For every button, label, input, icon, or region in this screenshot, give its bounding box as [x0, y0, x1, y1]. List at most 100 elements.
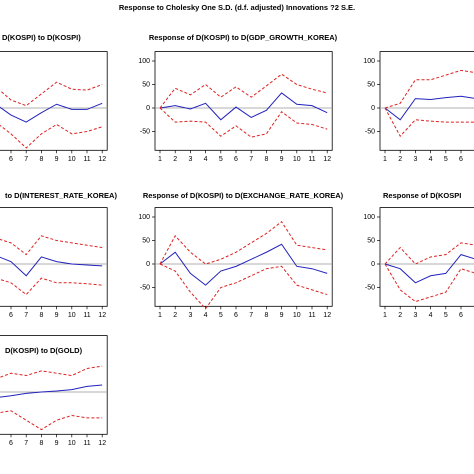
x-tick-label: 8 — [39, 440, 43, 447]
se-band-line — [384, 107, 474, 138]
x-tick-label: 5 — [444, 312, 448, 319]
y-tick-label: 50 — [367, 81, 375, 88]
x-tick-label: 6 — [9, 312, 13, 319]
y-tick-label: 0 — [371, 261, 375, 268]
panel-title: D(KOSPI) to D(KOSPI) — [2, 33, 81, 42]
response-line — [159, 243, 328, 286]
x-tick-label: 7 — [24, 156, 28, 163]
se-band-line — [159, 263, 328, 310]
response-line — [159, 92, 328, 121]
x-tick-label: 6 — [9, 440, 13, 447]
x-tick-label: 5 — [219, 312, 223, 319]
se-band-line — [384, 242, 474, 265]
x-tick-label: 12 — [98, 156, 106, 163]
x-tick-label: 10 — [68, 312, 76, 319]
plot-frame — [154, 51, 333, 151]
x-tick-label: 12 — [98, 312, 106, 319]
y-tick-label: 100 — [363, 58, 375, 65]
x-tick-label: 6 — [234, 156, 238, 163]
panel-title: Response of D(KOSPI — [383, 191, 461, 200]
x-tick-label: 3 — [188, 312, 192, 319]
x-tick-label: 8 — [264, 312, 268, 319]
panel-title: to D(INTEREST_RATE_KOREA) — [5, 191, 117, 200]
se-band-line — [384, 69, 474, 109]
se-band-line — [159, 73, 328, 109]
x-tick-label: 11 — [308, 312, 315, 319]
x-tick-label: 6 — [9, 156, 13, 163]
panel-title: Response of D(KOSPI) to D(GDP_GROWTH_KOR… — [149, 33, 338, 42]
y-tick-label: 50 — [142, 237, 150, 244]
x-tick-label: 3 — [413, 156, 417, 163]
plot-frame — [379, 51, 474, 151]
main-title: Response to Cholesky One S.D. (d.f. adju… — [119, 3, 355, 12]
x-tick-label: 4 — [204, 156, 208, 163]
y-tick-label: -50 — [140, 284, 150, 291]
x-tick-label: 12 — [323, 156, 331, 163]
x-tick-label: 8 — [39, 312, 43, 319]
x-tick-label: 7 — [249, 156, 253, 163]
y-tick-label: 100 — [138, 58, 150, 65]
x-tick-label: 11 — [83, 440, 90, 447]
se-band-line — [0, 81, 103, 107]
x-tick-label: 1 — [158, 156, 162, 163]
x-tick-label: 10 — [293, 312, 301, 319]
x-tick-label: 1 — [383, 156, 387, 163]
x-tick-label: 4 — [429, 156, 433, 163]
x-tick-label: 6 — [234, 312, 238, 319]
y-tick-label: 100 — [363, 214, 375, 221]
y-tick-label: 0 — [371, 105, 375, 112]
y-tick-label: -50 — [365, 128, 375, 135]
x-tick-label: 2 — [398, 312, 402, 319]
y-tick-label: 50 — [142, 81, 150, 88]
y-tick-label: 50 — [367, 237, 375, 244]
x-tick-label: 4 — [204, 312, 208, 319]
plot-frame — [0, 207, 108, 307]
y-tick-label: 100 — [138, 214, 150, 221]
x-tick-label: 12 — [323, 312, 331, 319]
y-tick-label: 0 — [146, 261, 150, 268]
response-line — [0, 102, 103, 123]
x-tick-label: 1 — [158, 312, 162, 319]
x-tick-label: 10 — [68, 156, 76, 163]
x-tick-label: 7 — [24, 440, 28, 447]
x-tick-label: 3 — [188, 156, 192, 163]
x-tick-label: 6 — [459, 156, 463, 163]
x-tick-label: 9 — [55, 156, 59, 163]
x-tick-label: 2 — [173, 156, 177, 163]
se-band-line — [159, 220, 328, 265]
x-tick-label: 2 — [173, 312, 177, 319]
response-line — [384, 95, 474, 121]
plot-frame — [379, 207, 474, 307]
x-tick-label: 6 — [459, 312, 463, 319]
x-tick-label: 9 — [280, 156, 284, 163]
panel-title: D(KOSPI) to D(GOLD) — [5, 346, 83, 355]
se-band-line — [0, 235, 103, 256]
x-tick-label: 10 — [68, 440, 76, 447]
x-tick-label: 12 — [98, 440, 106, 447]
se-band-line — [384, 263, 474, 303]
x-tick-label: 1 — [383, 312, 387, 319]
y-tick-label: -50 — [365, 284, 375, 291]
plot-frame — [0, 335, 108, 435]
x-tick-label: 4 — [429, 312, 433, 319]
x-tick-label: 8 — [39, 156, 43, 163]
panel-title: Response of D(KOSPI) to D(EXCHANGE_RATE_… — [143, 191, 344, 200]
x-tick-label: 11 — [83, 312, 90, 319]
x-tick-label: 10 — [293, 156, 301, 163]
plot-frame — [0, 51, 108, 151]
plot-frame — [154, 207, 333, 307]
x-tick-label: 3 — [413, 312, 417, 319]
se-band-line — [0, 410, 103, 431]
x-tick-label: 9 — [55, 440, 59, 447]
x-tick-label: 5 — [444, 156, 448, 163]
se-band-line — [0, 365, 103, 378]
x-tick-label: 7 — [249, 312, 253, 319]
se-band-line — [0, 277, 103, 296]
x-tick-label: 9 — [55, 312, 59, 319]
x-tick-label: 2 — [398, 156, 402, 163]
se-band-line — [0, 123, 103, 149]
response-line — [0, 384, 103, 398]
x-tick-label: 5 — [219, 156, 223, 163]
x-tick-label: 9 — [280, 312, 284, 319]
